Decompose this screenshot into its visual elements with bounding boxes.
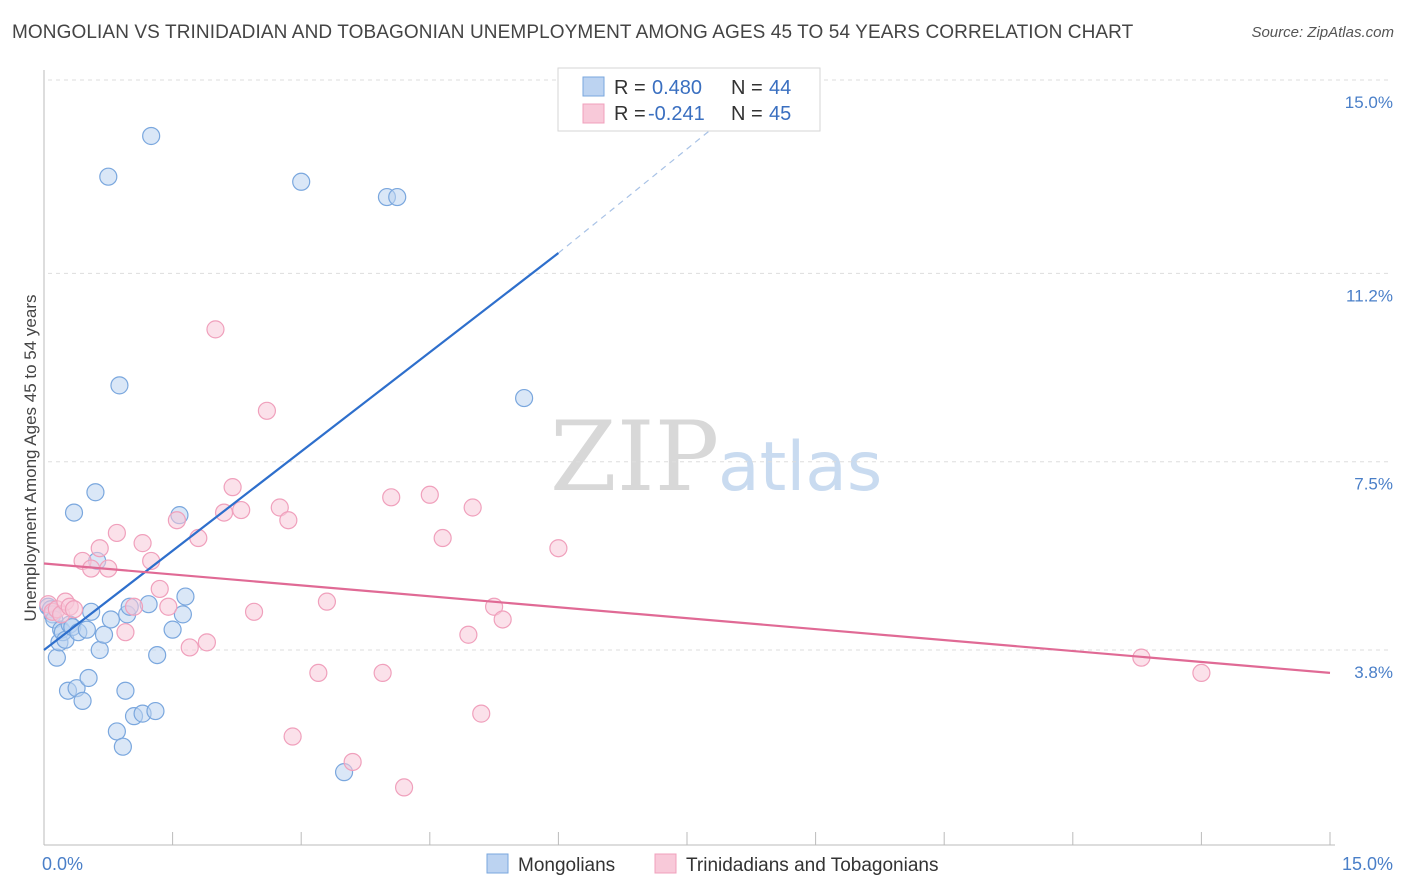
y-tick-label-3: 15.0% [1345, 93, 1393, 112]
point-mongolians-27 [113, 737, 132, 756]
point-trinidadians-46 [1192, 663, 1211, 683]
point-mongolians-16 [77, 620, 96, 639]
point-mongolians-22 [94, 625, 114, 644]
series-legend: Mongolians Trinidadians and Tobagonians [486, 853, 938, 876]
point-mongolians-26 [110, 376, 129, 395]
point-mongolians-36 [148, 645, 167, 665]
point-mongolians-19 [86, 483, 105, 502]
point-trinidadians-24 [223, 478, 242, 497]
trend-line-mongolians [43, 252, 560, 651]
point-mongolians-24 [101, 610, 120, 629]
point-trinidadians-22 [206, 320, 225, 339]
y-axis-label: Unemployment Among Ages 45 to 54 years [21, 295, 40, 622]
point-trinidadians-36 [394, 778, 414, 797]
point-trinidadians-44 [549, 539, 568, 558]
legend-r-value-1: 0.480 [652, 77, 702, 99]
point-trinidadians-43 [493, 610, 512, 629]
point-trinidadians-40 [463, 498, 482, 517]
legend-n-value-2: 45 [769, 103, 791, 125]
series-legend-label-trinidadians: Trinidadians and Tobagonians [686, 855, 938, 876]
point-trinidadians-9 [90, 539, 109, 558]
trend-lines [43, 99, 1331, 674]
point-trinidadians-11 [107, 523, 126, 543]
point-mongolians-45 [515, 388, 534, 408]
point-mongolians-39 [173, 605, 192, 624]
point-mongolians-44 [388, 187, 407, 207]
legend-r-label-2: R = [614, 103, 646, 125]
point-mongolians-4 [47, 648, 66, 667]
grid-lines [48, 79, 1392, 651]
x-axis-ticks [43, 832, 1331, 845]
legend-n-label-1: N = [731, 77, 763, 99]
point-trinidadians-26 [244, 602, 264, 621]
data-points [39, 126, 1211, 797]
point-mongolians-25 [107, 722, 126, 741]
point-mongolians-28 [116, 681, 135, 700]
point-mongolians-23 [99, 167, 118, 186]
series-legend-swatch-trinidadians [654, 853, 677, 874]
point-trinidadians-41 [472, 704, 491, 723]
point-mongolians-15 [73, 691, 92, 710]
legend-r-label-1: R = [614, 77, 646, 99]
point-trinidadians-29 [279, 511, 298, 530]
point-trinidadians-18 [167, 511, 186, 530]
point-mongolians-17 [79, 668, 98, 688]
point-trinidadians-30 [283, 727, 302, 746]
point-trinidadians-38 [433, 528, 452, 548]
point-trinidadians-14 [133, 534, 152, 553]
legend-swatch-mongolians [582, 76, 605, 97]
legend-r-value-2: -0.241 [648, 103, 705, 125]
series-legend-label-mongolians: Mongolians [518, 855, 615, 876]
y-tick-labels: 3.8% 7.5% 11.2% 15.0% [1345, 93, 1393, 682]
legend-n-label-2: N = [731, 103, 763, 125]
point-trinidadians-33 [343, 752, 362, 772]
point-mongolians-40 [176, 587, 195, 606]
series-legend-swatch-mongolians [486, 853, 509, 874]
point-trinidadians-13 [124, 597, 144, 616]
point-trinidadians-28 [270, 498, 289, 517]
point-trinidadians-34 [373, 663, 392, 683]
point-trinidadians-16 [150, 579, 169, 599]
point-trinidadians-39 [459, 625, 478, 644]
watermark: ZIP atlas [550, 401, 882, 513]
point-trinidadians-21 [197, 633, 216, 652]
trend-line-trinidadians [43, 562, 1331, 674]
point-trinidadians-17 [159, 597, 178, 616]
y-tick-label-0: 3.8% [1354, 663, 1393, 682]
point-trinidadians-25 [232, 500, 251, 520]
y-tick-label-1: 7.5% [1354, 475, 1393, 494]
point-trinidadians-32 [317, 592, 337, 611]
point-trinidadians-12 [116, 623, 135, 642]
point-trinidadians-37 [420, 485, 439, 504]
point-trinidadians-6 [64, 600, 84, 619]
x-tick-label-min: 0.0% [42, 854, 83, 874]
chart-title: MONGOLIAN VS TRINIDADIAN AND TOBAGONIAN … [12, 22, 1134, 43]
watermark-zip: ZIP [550, 401, 719, 513]
point-trinidadians-27 [257, 401, 277, 420]
legend-n-value-1: 44 [769, 77, 791, 99]
point-trinidadians-31 [309, 663, 328, 683]
correlation-legend: R = 0.480 N = 44 R = -0.241 N = 45 [557, 67, 821, 132]
watermark-atlas: atlas [718, 428, 882, 507]
point-mongolians-12 [64, 503, 84, 522]
point-mongolians-37 [163, 620, 182, 639]
point-mongolians-35 [146, 701, 165, 721]
chart-source: Source: ZipAtlas.com [1251, 24, 1394, 41]
x-tick-label-max: 15.0% [1342, 854, 1393, 874]
y-tick-label-2: 11.2% [1346, 286, 1393, 305]
point-trinidadians-35 [382, 488, 401, 507]
point-mongolians-34 [142, 126, 161, 146]
point-mongolians-41 [292, 172, 311, 191]
point-trinidadians-19 [180, 638, 199, 657]
legend-swatch-trinidadians [582, 103, 605, 124]
point-mongolians-21 [90, 640, 109, 660]
